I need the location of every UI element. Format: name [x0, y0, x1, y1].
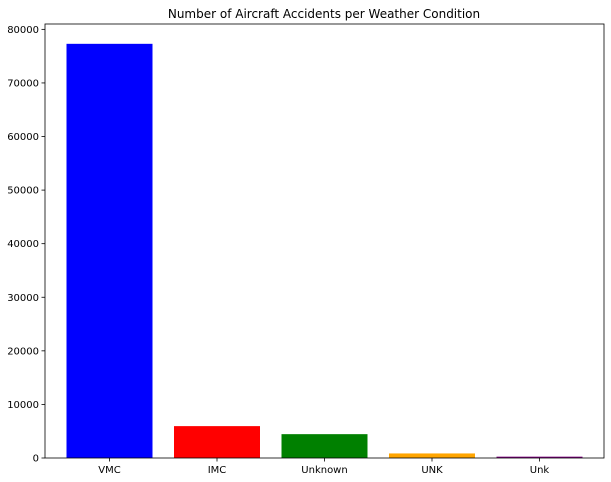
x-tick-label: IMC [208, 465, 227, 476]
y-tick-label: 30000 [7, 293, 39, 304]
y-tick-label: 80000 [7, 25, 39, 36]
x-tick-label: VMC [98, 465, 120, 476]
y-tick-label: 40000 [7, 239, 39, 250]
bar-unknown [281, 434, 368, 458]
y-tick-label: 70000 [7, 78, 39, 89]
chart-title: Number of Aircraft Accidents per Weather… [168, 7, 480, 21]
y-axis: 0 10000 20000 30000 40000 50000 60000 70000 8000… [7, 25, 45, 465]
y-tick-label: 10000 [7, 400, 39, 411]
x-tick-label: Unk [530, 465, 550, 476]
x-axis: VMC IMC Unknown UNK Unk [98, 458, 549, 476]
x-tick-label: Unknown [301, 465, 347, 476]
bars-group [66, 43, 583, 458]
bar-unk [496, 456, 583, 458]
y-tick-label: 60000 [7, 132, 39, 143]
y-tick-label: 20000 [7, 346, 39, 357]
bar-vmc [66, 43, 153, 458]
x-tick-label: UNK [421, 465, 443, 476]
bar-imc [174, 426, 260, 458]
y-tick-label: 50000 [7, 186, 39, 197]
y-tick-label: 0 [33, 454, 39, 465]
plot-frame [44, 23, 605, 459]
bar-unk [389, 453, 475, 458]
